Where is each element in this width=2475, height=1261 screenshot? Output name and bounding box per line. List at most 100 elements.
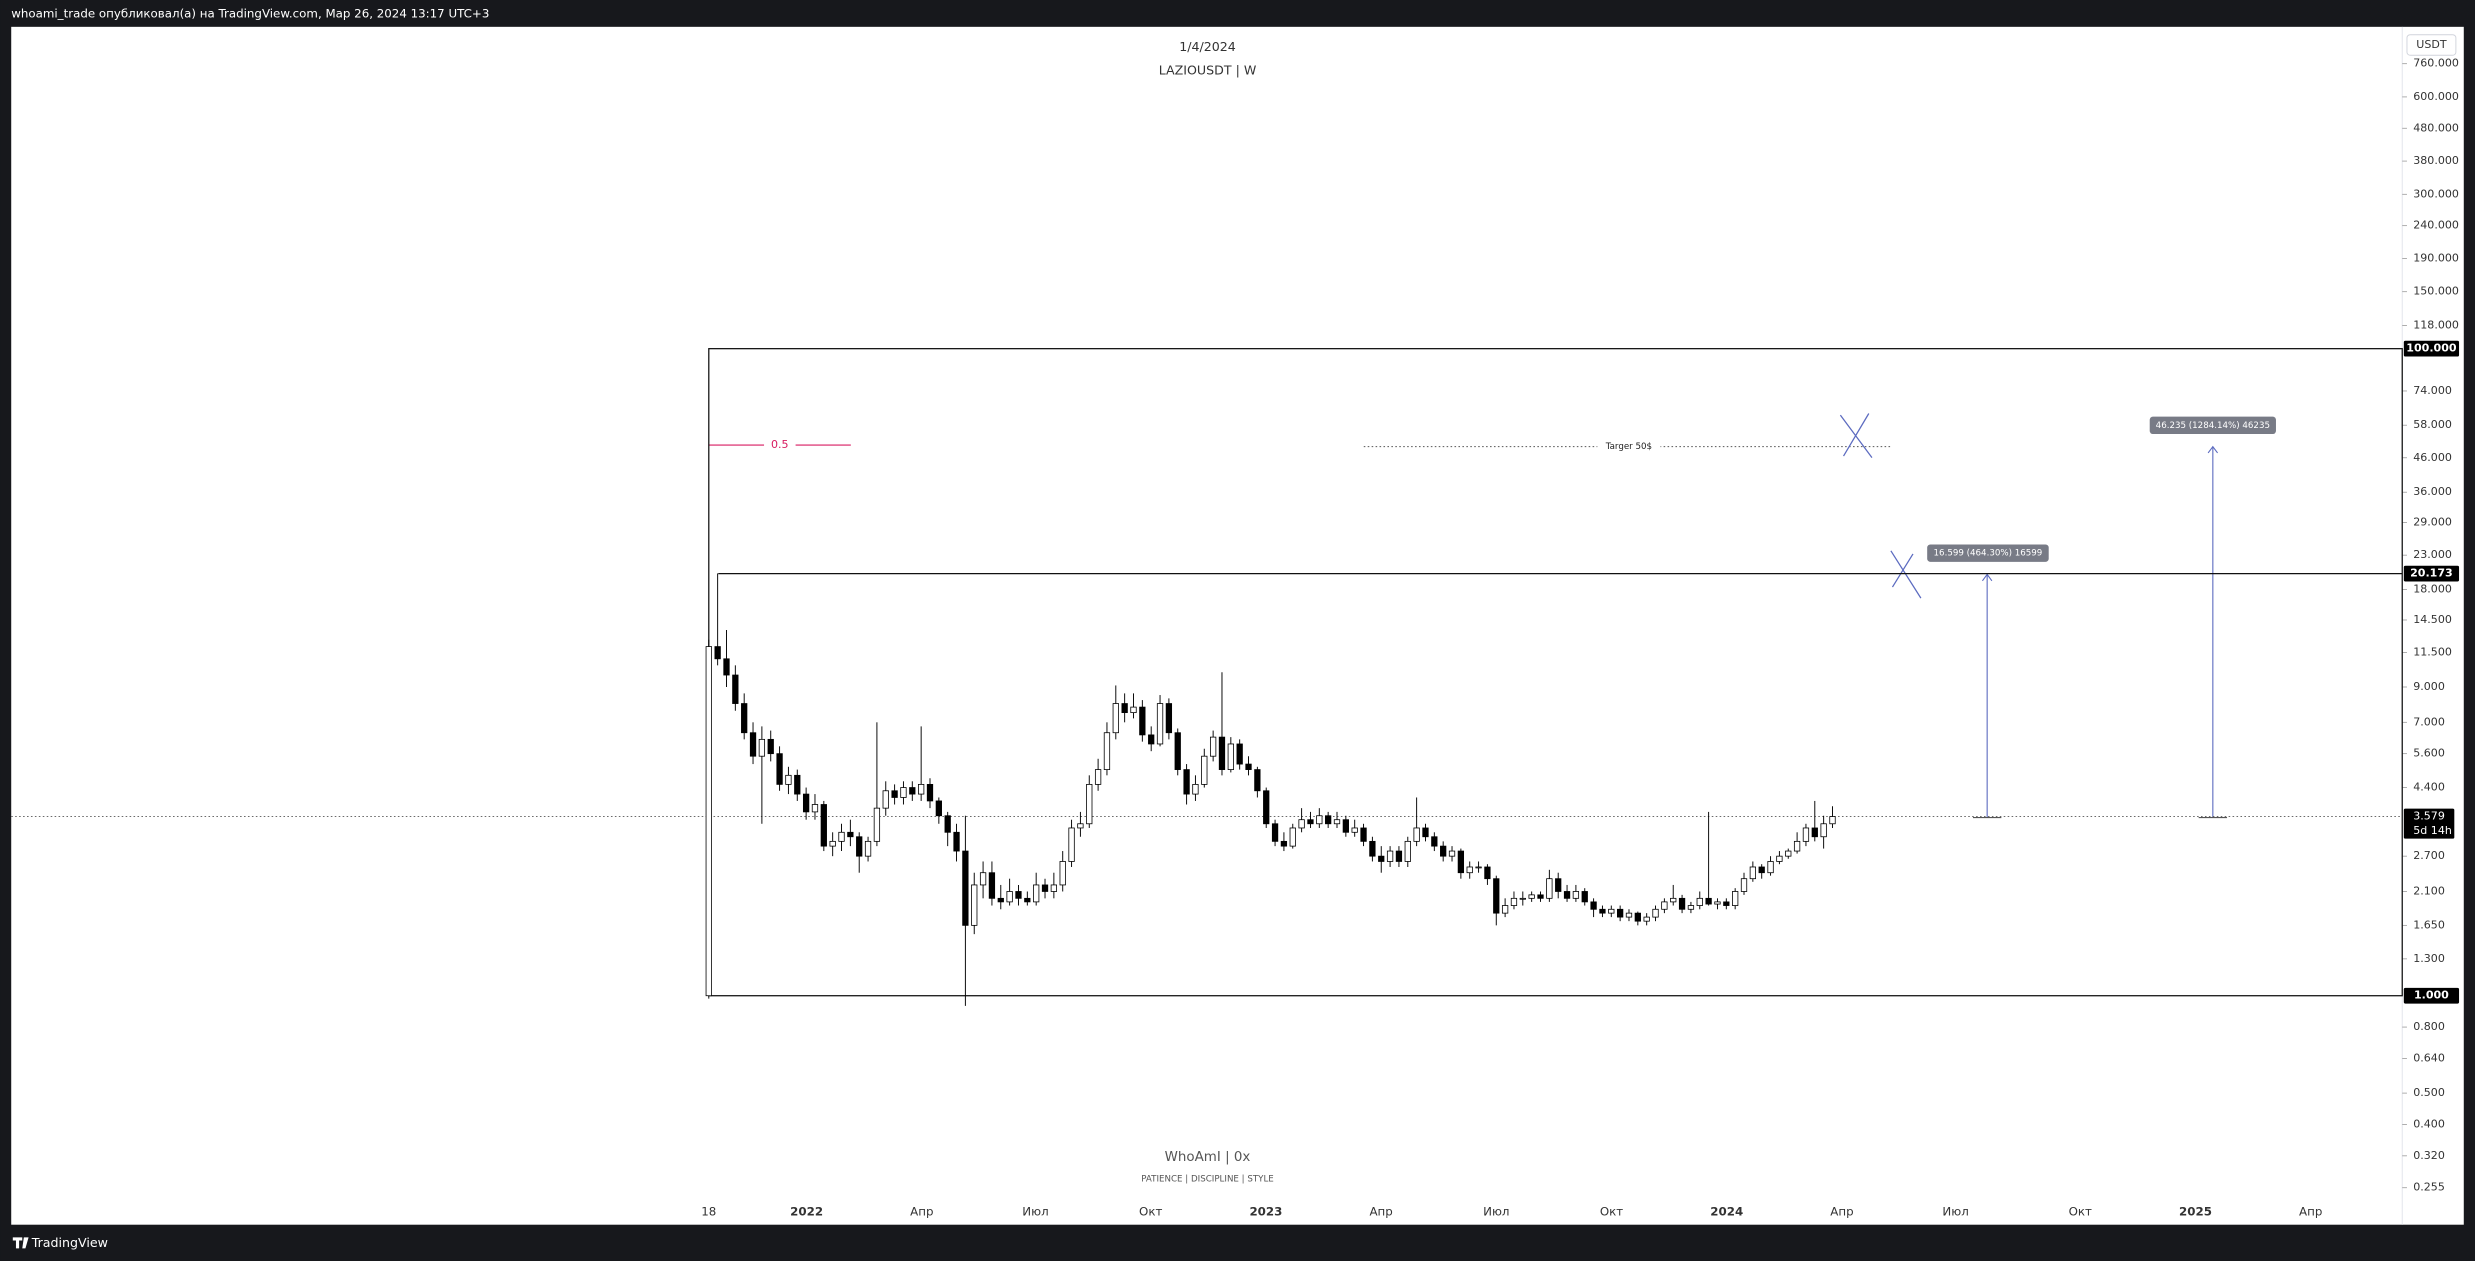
candle-body [926, 783, 934, 802]
candle-body [1139, 706, 1146, 736]
candle-body [1201, 755, 1208, 785]
price-label-box [2403, 340, 2460, 357]
candle-body [1227, 743, 1234, 770]
candle-body [1829, 816, 1836, 825]
candle-body [1793, 840, 1801, 852]
y-tick-label: 190.000 [2413, 251, 2459, 264]
candle-body [1678, 897, 1686, 910]
candle-body [1749, 866, 1756, 880]
currency: USDT [2416, 38, 2447, 51]
candle-body [1537, 894, 1544, 899]
candle-body [1723, 901, 1730, 906]
candle-body [944, 815, 951, 833]
candle-body [1528, 894, 1535, 899]
candle-body [1333, 819, 1341, 825]
watermark: WhoAmI | 0x [1165, 1150, 1251, 1165]
candle-body [1121, 703, 1128, 714]
x-tick-label: Окт [1139, 1205, 1162, 1219]
fib-label: 0.5 [771, 438, 789, 451]
x-tick-label: Апр [1369, 1205, 1392, 1219]
candle-body [856, 836, 863, 857]
candle-body [1236, 743, 1243, 765]
x-tick-label: Окт [1600, 1205, 1623, 1219]
candle-body [1634, 912, 1641, 922]
candle-body [1369, 840, 1376, 857]
candle-body [1298, 819, 1305, 829]
candle-body [723, 658, 730, 676]
candle-body [1687, 905, 1695, 910]
candle-body [1625, 912, 1633, 918]
candle-body [1590, 901, 1597, 910]
currency-box [2406, 34, 2457, 56]
candle-body [873, 807, 881, 842]
candle-body [705, 646, 712, 997]
y-tick-label: 4.400 [2413, 781, 2445, 794]
y-tick-label: 600.000 [2413, 90, 2459, 103]
price-label: 20.173 [2410, 567, 2453, 580]
x-tick-label: Апр [2299, 1205, 2322, 1219]
candle-body [811, 804, 819, 813]
candle-body [1510, 897, 1518, 906]
candle-body [1457, 850, 1465, 874]
candle-body [1316, 815, 1323, 825]
candle-body [1378, 855, 1385, 862]
candle-body [1148, 734, 1155, 745]
candle-body [1776, 855, 1783, 862]
header: whoami_trade опубликовал(а) на TradingVi… [11, 7, 489, 21]
y-tick-label: 74.000 [2413, 384, 2452, 397]
candle-body [1811, 827, 1818, 838]
candle-body [749, 732, 757, 757]
y-tick-label: 0.320 [2413, 1149, 2445, 1162]
candle-body [776, 753, 783, 785]
candle-body [953, 831, 960, 852]
y-tick-label: 14.500 [2413, 613, 2452, 626]
x-tick-label: Июл [1483, 1205, 1509, 1219]
candle-body [1059, 861, 1066, 886]
candle-body [962, 850, 969, 926]
last-price-label: 3.579 [2413, 810, 2445, 823]
candle-body [1670, 897, 1677, 903]
y-tick-label: 760.000 [2413, 57, 2459, 70]
y-tick-label: 29.000 [2413, 516, 2452, 529]
candle-body [1608, 908, 1615, 914]
candle-body [1643, 916, 1650, 922]
candle-body [1732, 891, 1739, 906]
candle-body [829, 840, 836, 847]
candle-body [1218, 736, 1226, 770]
candle-body [1696, 897, 1703, 906]
measure-label: 46.235 (1284.14%) 46235 [2156, 421, 2270, 431]
candle-body [1386, 850, 1394, 862]
candle-body [1448, 850, 1456, 857]
x-tick-label: Июл [1942, 1205, 1968, 1219]
candle-body [1802, 827, 1810, 842]
candle-body [1440, 845, 1447, 857]
candle-body [918, 783, 925, 795]
y-tick-label: 240.000 [2413, 219, 2459, 232]
candle-body [1555, 878, 1562, 892]
x-tick-label: 2022 [790, 1205, 823, 1219]
candle-body [1130, 706, 1137, 714]
candle-body [1501, 905, 1509, 914]
candle-body [820, 804, 827, 847]
candle-body [1112, 703, 1119, 734]
candle-body [767, 738, 774, 755]
candle-body [1466, 866, 1473, 874]
candle-body [1041, 884, 1049, 892]
y-tick-label: 18.000 [2413, 583, 2452, 596]
price-label-box [2403, 987, 2460, 1004]
candle-body [794, 774, 801, 795]
candle-body [1360, 827, 1367, 842]
y-tick-label: 1.300 [2413, 952, 2445, 965]
price-label-box [2403, 565, 2460, 582]
candle-body [988, 872, 996, 899]
y-tick-label: 118.000 [2413, 318, 2459, 331]
candle-body [1077, 823, 1084, 829]
candle-body [900, 787, 907, 798]
arrow-head [1981, 573, 1993, 582]
symbol: LAZIOUSDT | W [1159, 63, 1257, 78]
candle-body [979, 872, 987, 886]
candle-body [758, 738, 766, 757]
price-label: 1.000 [2414, 989, 2449, 1002]
